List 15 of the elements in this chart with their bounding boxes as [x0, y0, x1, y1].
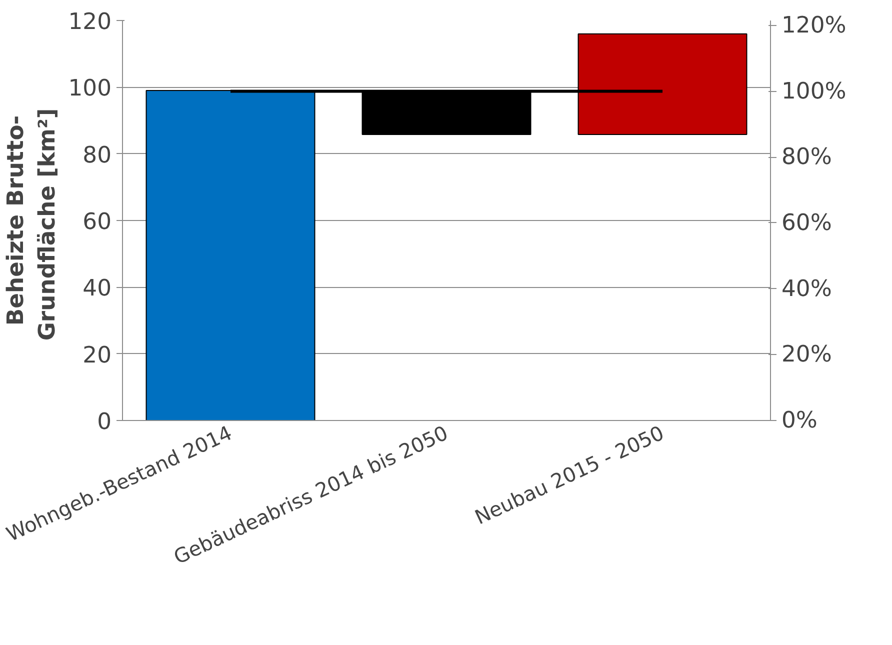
y2-tick-label: 60%	[782, 210, 832, 236]
y-tick-label: 0	[97, 409, 112, 435]
y-tick-label: 100	[68, 76, 112, 102]
y2-tick-label: 100%	[782, 78, 846, 104]
y-tick-label: 20	[82, 342, 112, 368]
y2-tick-label: 80%	[782, 144, 832, 170]
y2-tick-label: 20%	[782, 342, 832, 368]
y-tick-label: 40	[82, 276, 112, 302]
y2-tick-label: 120%	[782, 12, 846, 38]
y-tick-label: 60	[82, 209, 112, 235]
y-axis-title: Beheizte Brutto- Grundfläche [km²]	[3, 108, 60, 341]
y2-tick-label: 0%	[782, 408, 818, 434]
y-tick-label: 120	[68, 9, 112, 35]
y-tick-label: 80	[82, 142, 112, 168]
y2-tick-label: 40%	[782, 276, 832, 302]
